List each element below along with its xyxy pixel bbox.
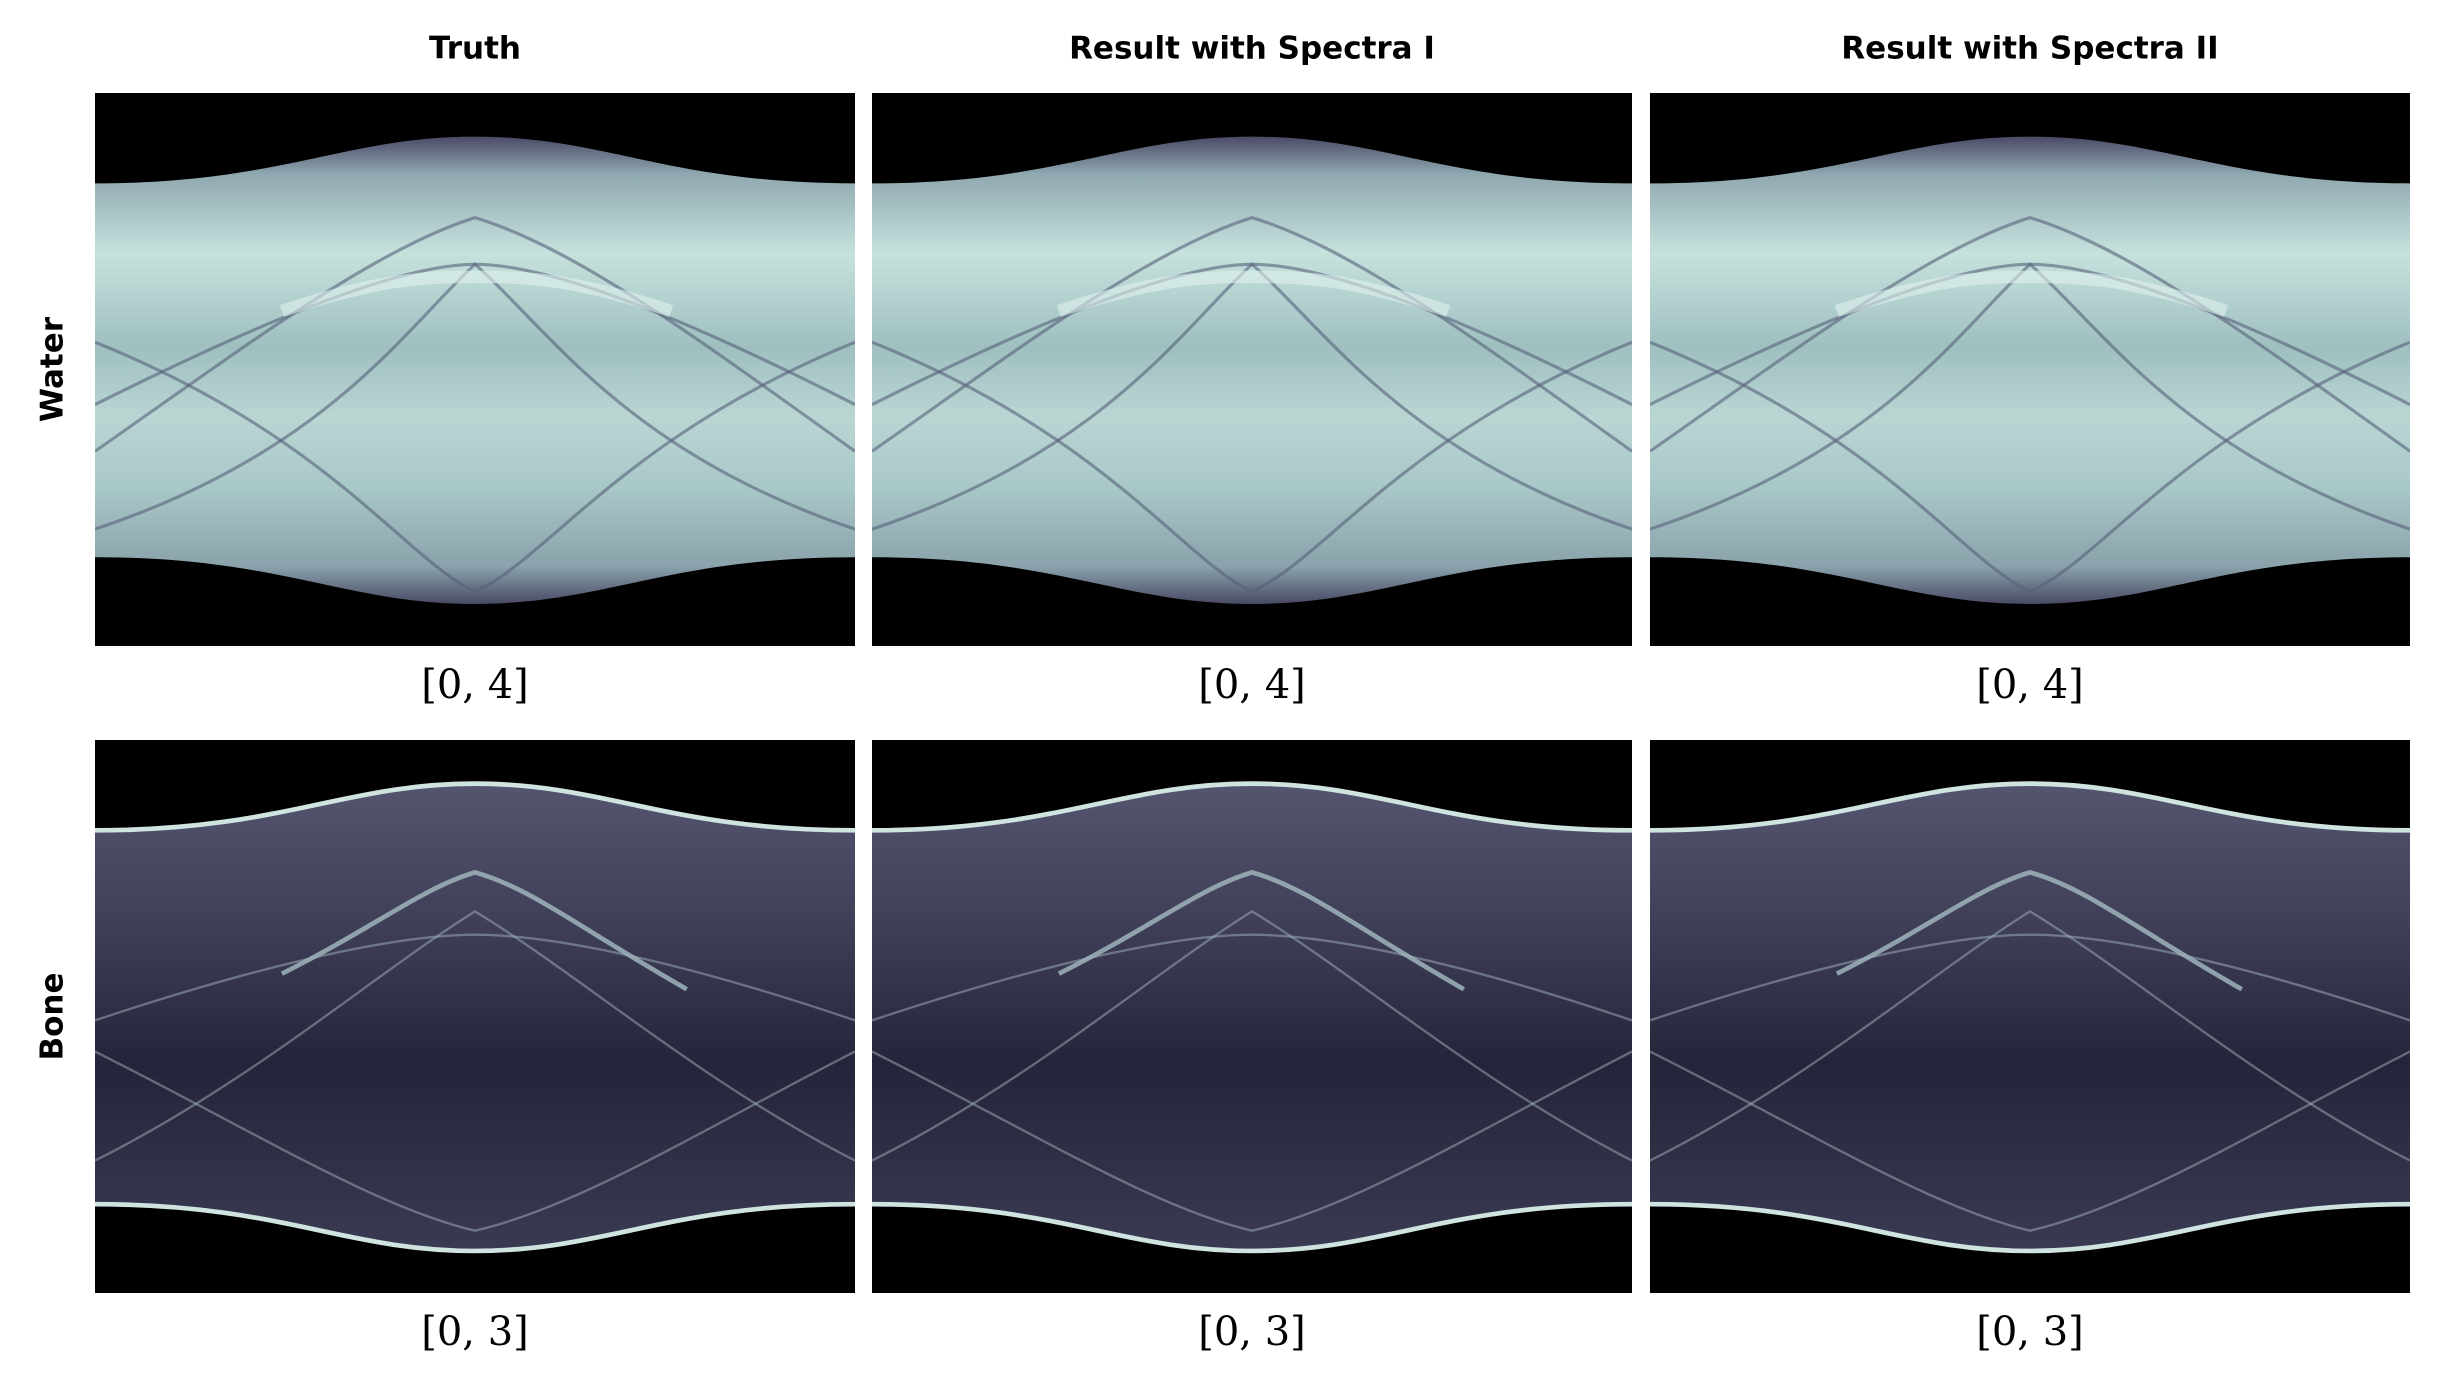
edge	[872, 781, 1632, 833]
curve	[872, 1050, 1632, 1232]
water-band	[1650, 136, 2410, 604]
edge	[1650, 1201, 2410, 1254]
curve	[1057, 869, 1465, 992]
curve	[280, 869, 688, 992]
sinogram-image	[872, 740, 1632, 1293]
range-label: [0, 3]	[421, 1309, 529, 1355]
curve	[95, 1050, 855, 1232]
highlight	[1056, 270, 1451, 317]
sinogram-image	[1650, 740, 2410, 1293]
range-label: [0, 3]	[1198, 1309, 1306, 1355]
curve	[95, 215, 855, 453]
curve	[872, 340, 1632, 594]
curve	[1650, 262, 2410, 531]
curve	[95, 262, 855, 531]
curve	[872, 215, 1632, 453]
curve	[1650, 340, 2410, 594]
curve	[95, 933, 855, 1022]
edge	[95, 1201, 855, 1254]
edge	[1650, 781, 2410, 833]
column-title: Truth	[429, 31, 521, 67]
sinogram-image	[1650, 93, 2410, 646]
curve	[1650, 909, 2410, 1162]
bone-band	[872, 783, 1632, 1251]
column-title: Result with Spectra II	[1841, 31, 2218, 67]
curve	[1650, 1050, 2410, 1232]
row-label: Bone	[35, 972, 71, 1060]
water-band	[95, 136, 855, 604]
highlight	[279, 270, 674, 317]
curve	[95, 340, 855, 594]
curve	[1835, 869, 2243, 992]
range-label: [0, 4]	[1198, 662, 1306, 708]
range-label: [0, 3]	[1976, 1309, 2084, 1355]
water-band	[872, 136, 1632, 604]
sinogram-image	[872, 93, 1632, 646]
sinogram-image	[95, 93, 855, 646]
edge	[95, 781, 855, 833]
bone-band	[95, 783, 855, 1251]
curve	[95, 909, 855, 1162]
curve	[1650, 215, 2410, 453]
bone-band	[1650, 783, 2410, 1251]
curve	[872, 262, 1632, 531]
sinogram-image	[95, 740, 855, 1293]
range-label: [0, 4]	[421, 662, 529, 708]
range-label: [0, 4]	[1976, 662, 2084, 708]
column-title: Result with Spectra I	[1069, 31, 1435, 67]
curve	[872, 933, 1632, 1022]
edge	[872, 1201, 1632, 1254]
curve	[1650, 933, 2410, 1022]
curve	[872, 909, 1632, 1162]
row-label: Water	[35, 316, 71, 422]
highlight	[1834, 270, 2229, 317]
